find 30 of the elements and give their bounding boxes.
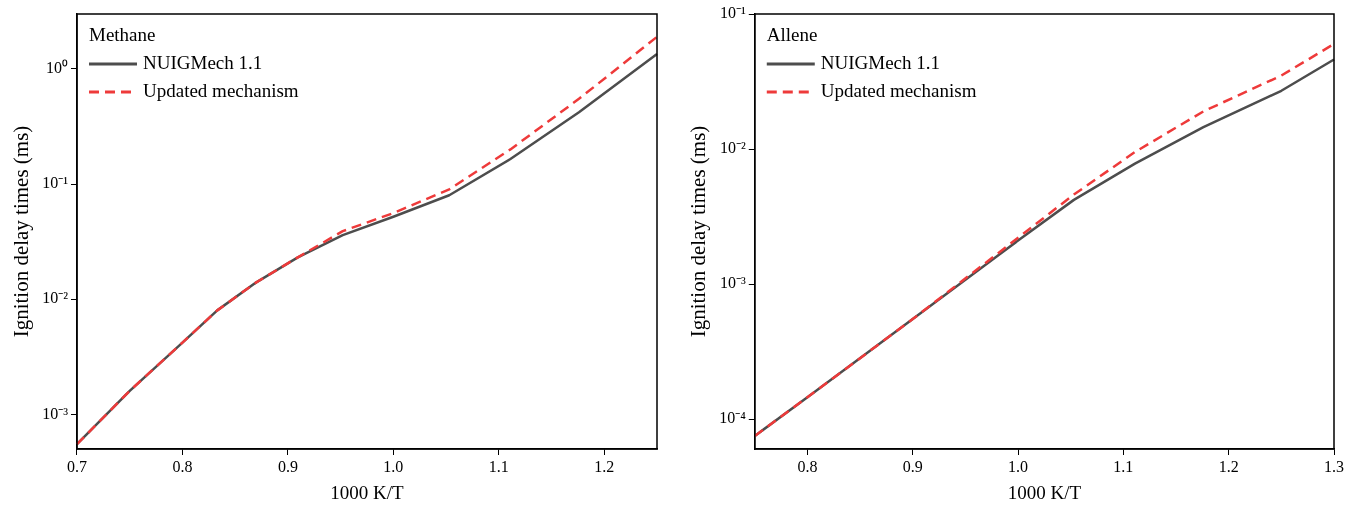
y-tick-label: 10⁻² [42, 289, 69, 307]
x-tick-label: 1.2 [1218, 457, 1239, 475]
y-tick-label: 10⁻¹ [719, 4, 746, 22]
x-tick-label: 1.1 [1113, 457, 1134, 475]
x-axis-title: 1000 K/T [1007, 481, 1082, 503]
legend-label: Updated mechanism [820, 79, 977, 101]
x-tick-label: 1.1 [488, 457, 509, 475]
y-tick-label: 10⁰ [46, 59, 68, 77]
x-tick-label: 1.2 [594, 457, 615, 475]
y-tick-label: 10⁻³ [719, 274, 746, 292]
x-tick-label: 0.7 [67, 457, 87, 475]
x-tick-label: 1.0 [383, 457, 404, 475]
legend-title: Allene [766, 23, 818, 45]
y-tick-label: 10⁻¹ [42, 174, 69, 192]
y-tick-label: 10⁻⁴ [719, 409, 747, 427]
legend-label: Updated mechanism [143, 79, 299, 101]
legend-title: Methane [89, 23, 156, 45]
y-tick-label: 10⁻² [719, 139, 746, 157]
x-tick-label: 0.8 [797, 457, 818, 475]
y-axis-title: Ignition delay times (ms) [9, 125, 34, 338]
x-tick-label: 1.0 [1008, 457, 1029, 475]
x-tick-label: 0.9 [277, 457, 298, 475]
legend-label: NUIGMech 1.1 [820, 51, 941, 73]
y-tick-label: 10⁻³ [42, 404, 69, 422]
legend-label: NUIGMech 1.1 [143, 51, 263, 73]
x-axis-title: 1000 K/T [330, 481, 405, 503]
x-tick-label: 0.8 [172, 457, 193, 475]
x-tick-label: 0.9 [902, 457, 923, 475]
y-axis-title: Ignition delay times (ms) [686, 125, 711, 338]
x-tick-label: 1.3 [1324, 457, 1344, 475]
